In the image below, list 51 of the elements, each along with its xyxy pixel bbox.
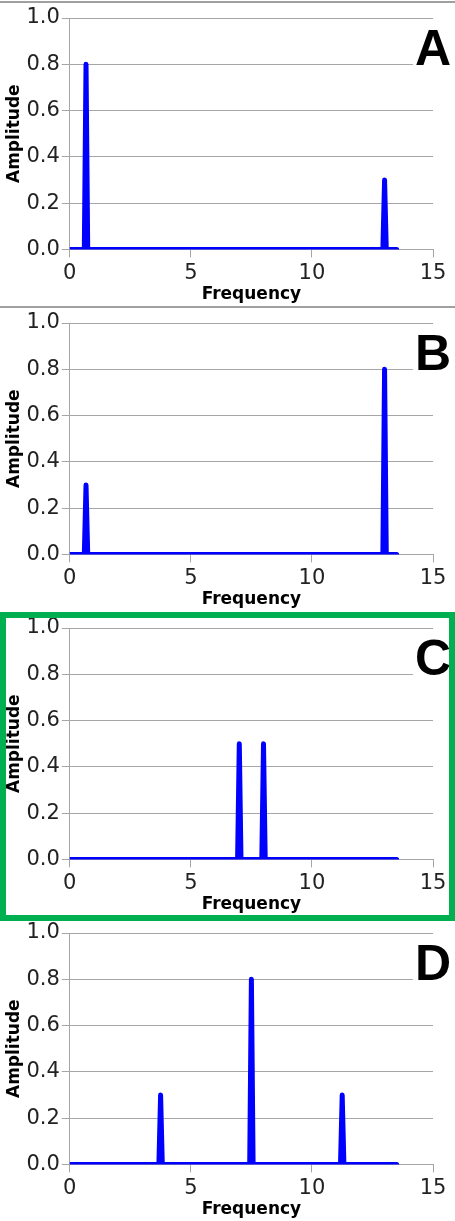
x-tick-label: 10 (298, 565, 326, 590)
y-tick-label: 0.2 (26, 494, 60, 519)
x-tick-label: 5 (184, 260, 198, 285)
y-axis-title: Amplitude (2, 389, 23, 489)
y-axis-title: Amplitude (2, 694, 23, 794)
x-tick-label: 0 (63, 260, 77, 285)
y-tick-label: 0.8 (26, 965, 60, 990)
y-tick-label: 0.6 (26, 707, 60, 732)
y-tick-label: 0.0 (26, 845, 60, 870)
x-tick-label: 5 (184, 565, 198, 590)
chart-title: A (414, 19, 451, 76)
x-axis-title: Frequency (201, 893, 302, 914)
y-tick-label: 0.4 (26, 1058, 60, 1083)
y-tick-label: 0.6 (26, 97, 60, 122)
y-tick-label: 0.0 (26, 235, 60, 260)
x-tick-label: 15 (419, 870, 447, 895)
x-tick-label: 15 (419, 1175, 447, 1200)
y-axis-title: Amplitude (2, 999, 23, 1099)
y-tick-label: 0.6 (26, 402, 60, 427)
chart-title: C (414, 629, 451, 686)
x-axis-title: Frequency (201, 283, 302, 304)
y-tick-label: 1.0 (26, 919, 60, 944)
y-tick-label: 0.2 (26, 189, 60, 214)
y-tick-label: 0.8 (26, 660, 60, 685)
y-tick-label: 0.8 (26, 50, 60, 75)
x-tick-label: 5 (184, 870, 198, 895)
x-tick-label: 0 (63, 565, 77, 590)
x-tick-label: 0 (63, 870, 77, 895)
y-tick-label: 0.0 (26, 540, 60, 565)
y-tick-label: 0.6 (26, 1012, 60, 1037)
x-tick-label: 0 (63, 1175, 77, 1200)
chart-title: B (414, 324, 451, 381)
x-tick-label: 10 (298, 870, 326, 895)
y-tick-label: 0.4 (26, 143, 60, 168)
x-axis-title: Frequency (201, 588, 302, 609)
x-tick-label: 15 (419, 260, 447, 285)
y-tick-label: 0.2 (26, 799, 60, 824)
y-tick-label: 0.4 (26, 448, 60, 473)
y-tick-label: 1.0 (26, 309, 60, 334)
y-tick-label: 0.0 (26, 1150, 60, 1175)
y-tick-label: 1.0 (26, 4, 60, 29)
x-axis-title: Frequency (201, 1198, 302, 1219)
y-axis-title: Amplitude (2, 84, 23, 184)
x-tick-label: 15 (419, 565, 447, 590)
y-tick-label: 0.2 (26, 1104, 60, 1129)
chart-title: D (414, 934, 451, 991)
x-tick-label: 10 (298, 1175, 326, 1200)
x-tick-label: 5 (184, 1175, 198, 1200)
y-tick-label: 0.8 (26, 355, 60, 380)
y-tick-label: 0.4 (26, 753, 60, 778)
x-tick-label: 10 (298, 260, 326, 285)
